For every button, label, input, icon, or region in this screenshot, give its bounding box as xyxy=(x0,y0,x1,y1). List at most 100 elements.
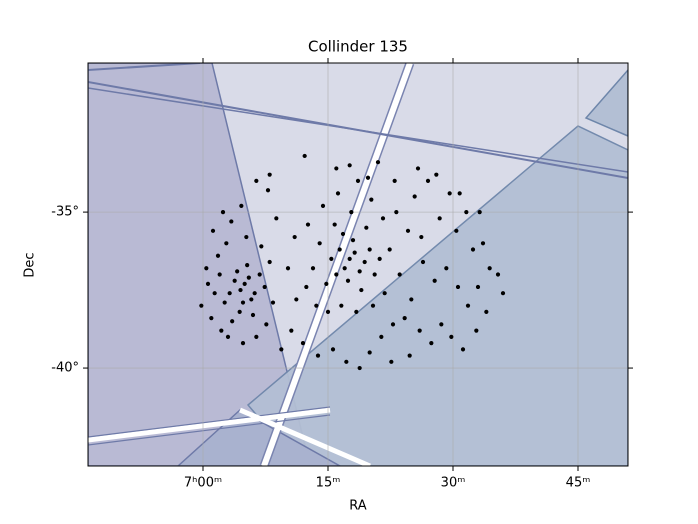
footprint xyxy=(88,63,311,466)
star-point xyxy=(344,359,349,364)
star-point xyxy=(454,228,459,233)
plot-frame xyxy=(87,62,629,467)
star-point xyxy=(470,247,476,252)
star-point xyxy=(484,309,489,315)
star-point xyxy=(460,347,466,352)
edge xyxy=(88,63,201,71)
x-tick-label: 45ᵐ xyxy=(566,476,591,491)
star-point xyxy=(389,359,394,364)
stripe xyxy=(88,407,331,443)
star-point xyxy=(237,309,242,315)
star-point xyxy=(425,178,431,184)
star-point xyxy=(294,297,299,302)
star-point xyxy=(464,209,469,215)
star-point xyxy=(419,234,424,240)
star-point xyxy=(238,287,243,293)
star-point xyxy=(210,228,216,233)
star-point xyxy=(355,178,361,184)
star-point xyxy=(250,312,256,318)
star-point xyxy=(230,319,235,324)
star-point xyxy=(375,160,381,165)
star-point xyxy=(500,291,506,296)
star-point xyxy=(240,341,246,346)
star-point xyxy=(325,309,331,315)
star-point xyxy=(367,350,372,355)
footprints xyxy=(88,63,628,466)
star-point xyxy=(257,272,262,277)
star-point xyxy=(372,272,377,277)
star-point xyxy=(315,353,321,358)
star-point xyxy=(474,328,479,333)
x-axis-label: RA xyxy=(349,499,367,514)
y-tick-label: -40° xyxy=(51,361,79,376)
star-point xyxy=(465,303,471,308)
star-point xyxy=(340,231,346,237)
star-point xyxy=(370,303,376,308)
star-point xyxy=(262,284,267,290)
star-point xyxy=(254,178,259,184)
star-point xyxy=(304,284,309,290)
star-point xyxy=(357,269,362,274)
star-point xyxy=(380,216,386,221)
star-point xyxy=(337,247,342,252)
star-point xyxy=(432,278,437,283)
star-point xyxy=(229,219,234,224)
star-point xyxy=(415,166,421,171)
star-point xyxy=(292,234,297,240)
star-point xyxy=(254,334,259,339)
star-point xyxy=(457,191,462,196)
star-point xyxy=(382,291,387,296)
star-point xyxy=(224,241,229,246)
star-point xyxy=(305,222,311,227)
star-point xyxy=(222,300,227,305)
star-point xyxy=(417,328,422,333)
points xyxy=(199,153,506,371)
star-point xyxy=(267,172,272,177)
star-point xyxy=(347,256,352,261)
star-point xyxy=(480,241,486,246)
star-point xyxy=(220,209,226,215)
star-point xyxy=(245,263,250,268)
star-point xyxy=(354,309,359,315)
star-point xyxy=(339,303,344,308)
star-point xyxy=(239,203,244,208)
star-point xyxy=(477,209,482,215)
x-tick-label: 30ᵐ xyxy=(441,476,466,491)
star-point xyxy=(252,291,257,296)
star-point xyxy=(204,266,209,271)
star-point xyxy=(357,365,362,371)
star-point xyxy=(362,259,367,265)
star-point xyxy=(349,209,354,215)
star-point xyxy=(302,153,307,159)
star-point xyxy=(367,247,372,252)
edge xyxy=(88,87,628,173)
star-point xyxy=(402,316,407,321)
y-axis-label: Dec xyxy=(23,252,38,277)
star-point xyxy=(444,266,449,271)
star-point xyxy=(495,272,501,277)
star-point xyxy=(242,281,247,286)
star-point xyxy=(329,256,334,261)
star-point xyxy=(289,328,294,333)
star-point xyxy=(219,328,224,333)
star-point xyxy=(387,247,392,252)
footprint xyxy=(176,409,342,466)
star-point xyxy=(332,222,337,227)
star-point xyxy=(285,266,291,271)
star-point xyxy=(240,300,246,305)
star-point xyxy=(334,166,339,171)
star-point xyxy=(449,334,454,339)
star-point xyxy=(300,341,306,346)
star-point xyxy=(212,291,217,296)
y-tick-label: -35° xyxy=(51,205,79,220)
stripe xyxy=(239,407,371,466)
star-point xyxy=(249,297,254,302)
star-point xyxy=(225,334,231,339)
star-point xyxy=(434,172,439,177)
star-point xyxy=(405,228,411,233)
star-point xyxy=(279,347,284,352)
edge xyxy=(88,406,331,438)
star-point xyxy=(270,300,276,305)
star-point xyxy=(334,272,339,277)
